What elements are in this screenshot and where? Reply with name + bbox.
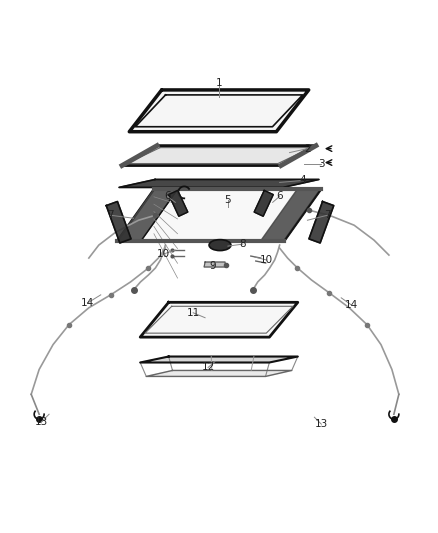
Polygon shape <box>140 357 298 362</box>
Polygon shape <box>119 180 319 188</box>
Polygon shape <box>146 370 292 376</box>
Text: 12: 12 <box>201 362 215 373</box>
Text: 7: 7 <box>107 210 114 220</box>
Polygon shape <box>106 201 131 243</box>
Polygon shape <box>254 190 273 216</box>
Polygon shape <box>122 146 316 166</box>
Text: 2: 2 <box>304 143 311 154</box>
Text: 11: 11 <box>187 308 200 318</box>
Text: 10: 10 <box>157 249 170 259</box>
Polygon shape <box>169 190 188 216</box>
Polygon shape <box>141 189 297 241</box>
Polygon shape <box>117 189 177 241</box>
Polygon shape <box>204 262 226 267</box>
Text: 6: 6 <box>276 191 283 201</box>
Text: 1: 1 <box>215 78 223 88</box>
Polygon shape <box>129 90 309 132</box>
Text: 5: 5 <box>225 196 231 205</box>
Text: 7: 7 <box>324 210 331 220</box>
Text: 8: 8 <box>240 239 246 249</box>
Polygon shape <box>309 201 334 243</box>
Text: 13: 13 <box>35 417 48 427</box>
Text: 14: 14 <box>345 300 358 310</box>
Polygon shape <box>117 189 321 241</box>
Text: 14: 14 <box>81 298 95 308</box>
Ellipse shape <box>209 240 231 251</box>
Text: 13: 13 <box>315 419 328 429</box>
Text: 10: 10 <box>260 255 273 265</box>
Polygon shape <box>261 189 321 241</box>
Text: 4: 4 <box>299 175 306 185</box>
Text: 9: 9 <box>210 261 216 271</box>
Text: 6: 6 <box>164 191 171 201</box>
Polygon shape <box>140 302 298 337</box>
Text: 3: 3 <box>318 158 325 168</box>
